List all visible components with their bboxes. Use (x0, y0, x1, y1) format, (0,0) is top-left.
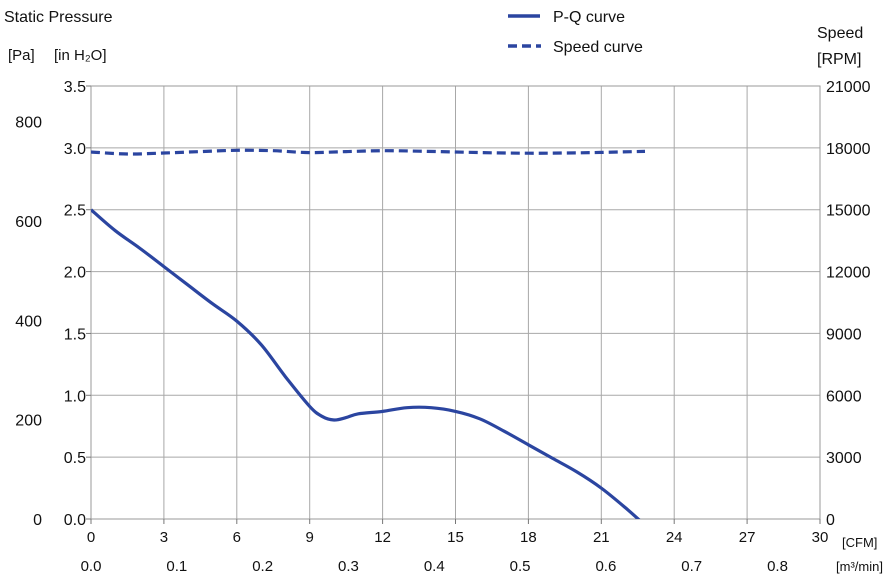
tick-label-cfm: 6 (233, 529, 241, 546)
tick-label-inh2o: 0.5 (64, 450, 86, 467)
tick-label-inh2o: 3.0 (64, 141, 86, 158)
legend-speed-label: Speed curve (553, 39, 643, 56)
pq-curve-line (91, 208, 641, 519)
unit-inh2o-label: [in H₂O] (54, 47, 107, 64)
tick-label-rpm: 6000 (826, 388, 862, 405)
tick-label-m3min: 0.7 (681, 558, 702, 575)
tick-label-inh2o: 1.5 (64, 326, 86, 343)
tick-label-cfm: 24 (666, 529, 683, 546)
tick-label-inh2o: 2.5 (64, 203, 86, 220)
tick-label-pa: 400 (15, 313, 42, 330)
tick-label-m3min: 0.4 (424, 558, 445, 575)
tick-label-rpm: 12000 (826, 265, 871, 282)
tick-label-cfm: 30 (812, 529, 829, 546)
tick-label-rpm: 9000 (826, 326, 862, 343)
tick-label-inh2o: 1.0 (64, 388, 86, 405)
tick-label-m3min: 0.5 (510, 558, 531, 575)
speed-curve-line (91, 148, 646, 156)
tick-label-cfm: 15 (447, 529, 464, 546)
tick-label-m3min: 0.8 (767, 558, 788, 575)
tick-label-rpm: 15000 (826, 203, 871, 220)
tick-label-m3min: 0.0 (81, 558, 102, 575)
series-layer (91, 148, 646, 519)
unit-cfm-label: [CFM] (842, 535, 877, 550)
tick-label-cfm: 12 (374, 529, 391, 546)
unit-pa-label: [Pa] (8, 47, 35, 64)
tick-label-pa: 800 (15, 115, 42, 132)
tick-label-m3min: 0.6 (595, 558, 616, 575)
tick-label-inh2o: 0.0 (64, 512, 86, 529)
tick-label-pa: 200 (15, 413, 42, 430)
unit-m3min-label: [m³/min] (836, 559, 883, 574)
legend-pq-label: P-Q curve (553, 9, 625, 26)
tick-label-cfm: 3 (160, 529, 168, 546)
tick-layer: 0 3 6 9 12 15 18 21 24 27 30 0.0 0.5 1.0 1.5 2.0 2.5 3.0 3… (15, 79, 870, 575)
tick-label-rpm: 3000 (826, 450, 862, 467)
tick-label-cfm: 27 (739, 529, 756, 546)
tick-label-cfm: 0 (87, 529, 95, 546)
tick-label-pa: 0 (33, 512, 42, 529)
grid (91, 86, 820, 519)
tick-label-inh2o: 3.5 (64, 79, 86, 96)
tick-label-rpm: 21000 (826, 79, 871, 96)
tick-label-cfm: 18 (520, 529, 537, 546)
tick-label-m3min: 0.2 (252, 558, 273, 575)
tick-label-m3min: 0.1 (166, 558, 187, 575)
tick-label-rpm: 0 (826, 512, 835, 529)
tick-label-inh2o: 2.0 (64, 265, 86, 282)
legend: P-Q curve Speed curve (508, 9, 643, 56)
title-static-pressure: Static Pressure (4, 9, 113, 26)
tick-label-pa: 600 (15, 214, 42, 231)
tick-label-cfm: 21 (593, 529, 610, 546)
tick-label-m3min: 0.3 (338, 558, 359, 575)
title-speed: Speed (817, 25, 863, 42)
tick-label-rpm: 18000 (826, 141, 871, 158)
tick-label-cfm: 9 (306, 529, 314, 546)
unit-rpm-label: [RPM] (817, 51, 861, 68)
